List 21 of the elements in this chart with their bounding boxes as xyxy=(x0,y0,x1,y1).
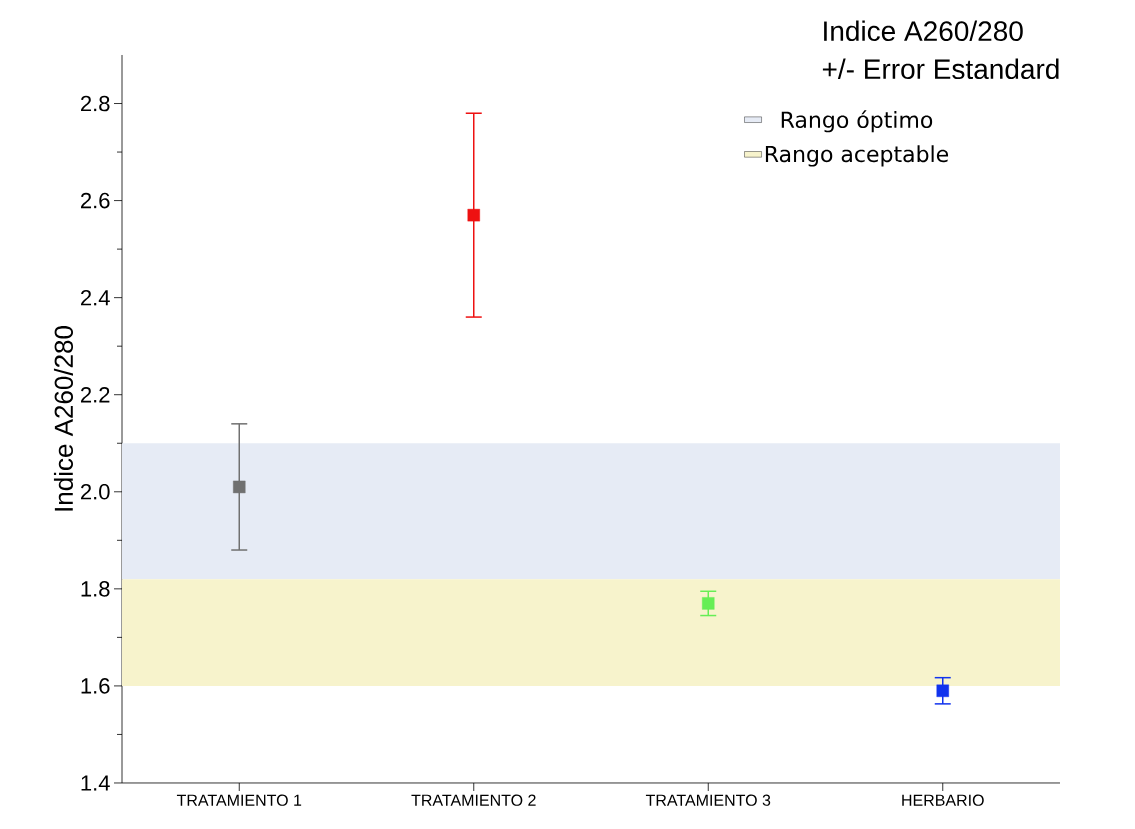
y-tick-label: 2.4 xyxy=(81,289,110,306)
y-tick-label: 2.6 xyxy=(81,192,110,209)
x-tick-label: HERBARIO xyxy=(902,794,984,806)
legend-label: Rango aceptable xyxy=(765,145,949,167)
legend-label: Rango óptimo xyxy=(781,110,933,133)
chart-subtitle: +/- Error Estandard xyxy=(822,58,1059,80)
x-tick-label: TRATAMIENTO 2 xyxy=(411,794,536,806)
y-tick-label: 1.6 xyxy=(81,678,110,694)
point xyxy=(936,684,949,697)
y-tick-label: 2.2 xyxy=(81,387,110,403)
y-tick-label: 1.4 xyxy=(81,775,110,791)
y-axis-title: Indice A260/280 xyxy=(53,326,74,511)
y-tick-label: 2.8 xyxy=(81,95,110,112)
x-tick-label: TRATAMIENTO 1 xyxy=(176,794,302,806)
point xyxy=(467,208,480,222)
point xyxy=(233,480,246,494)
y-tick-label: 2.0 xyxy=(81,483,110,500)
chart-title: Indice A260/280 xyxy=(824,20,1023,42)
point xyxy=(702,597,715,610)
y-tick-label: 1.8 xyxy=(81,581,110,597)
x-tick-label: TRATAMIENTO 3 xyxy=(645,794,771,806)
